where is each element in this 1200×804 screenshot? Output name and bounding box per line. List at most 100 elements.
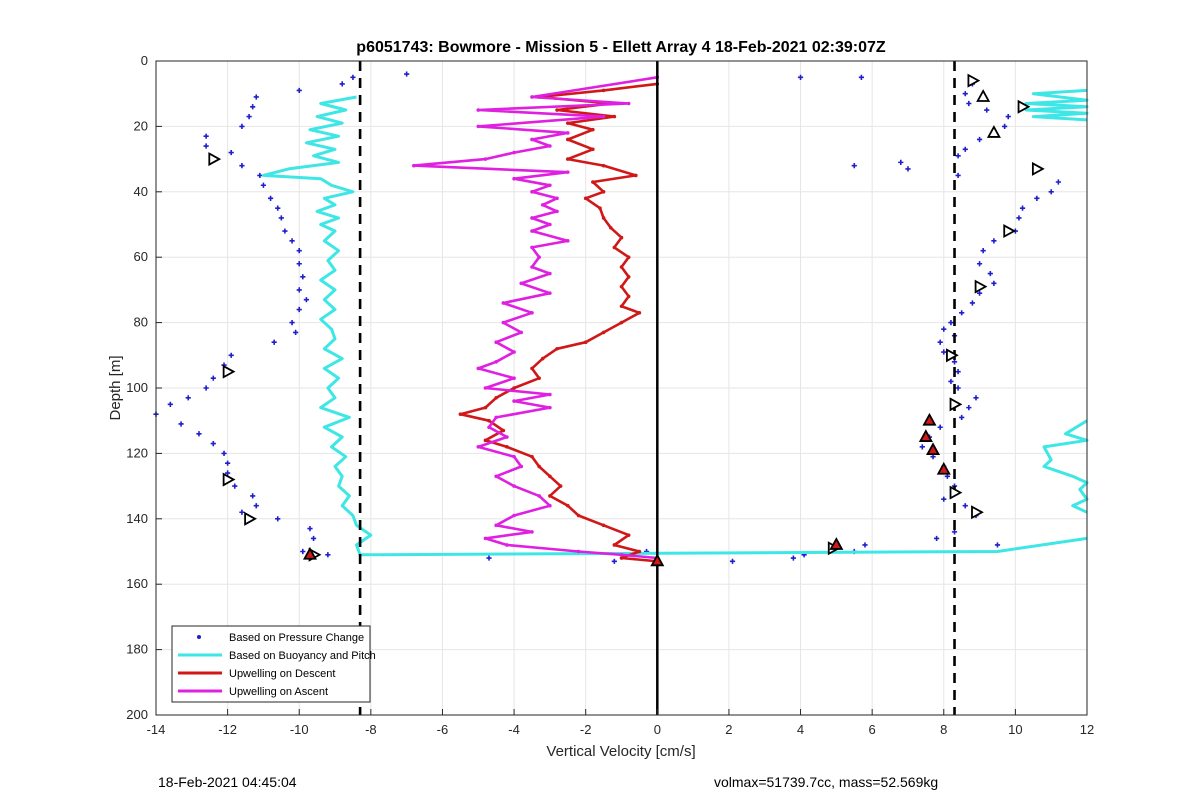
ascent-line-vertex [501, 301, 506, 305]
legend-box [171, 625, 371, 703]
triangle-right-marker [1003, 224, 1017, 239]
pressure-change-point [951, 529, 958, 535]
x-tick-label: 6 [869, 722, 876, 737]
y-tick-label: 160 [126, 576, 148, 591]
pressure-change-point [260, 182, 267, 188]
pressure-change-point [239, 509, 245, 515]
ascent-line-vertex [540, 203, 545, 207]
triangle-up-marker [986, 125, 1001, 138]
pressure-change-point [293, 329, 299, 336]
pressure-change-point [275, 205, 281, 211]
descent-line-vertex [565, 157, 570, 161]
y-tick-label: 20 [134, 118, 148, 133]
legend-entry-label: Based on Buoyancy and Pitch [229, 650, 376, 662]
descent-line-vertex [637, 310, 642, 315]
buoyancy-line [1042, 419, 1089, 514]
pressure-change-point [955, 385, 961, 391]
triangle-up-marker [650, 553, 665, 567]
pressure-change-point [210, 375, 216, 381]
ascent-line-vertex [530, 137, 534, 142]
pressure-change-point [325, 552, 331, 558]
pressure-change-point [303, 297, 309, 303]
x-tick-label: -8 [365, 722, 377, 737]
marker-group [976, 89, 1001, 138]
x-tick-label: -12 [218, 722, 237, 737]
descent-line-vertex [601, 216, 606, 220]
ascent-line-vertex [548, 144, 552, 148]
ascent-line-vertex [530, 310, 534, 315]
ascent-line-vertex [476, 124, 481, 129]
pressure-change-point [350, 74, 356, 80]
descent-line-vertex [501, 428, 506, 433]
ascent-line-vertex [626, 101, 631, 106]
pressure-change-point [296, 248, 302, 254]
ascent-line-vertex [530, 216, 534, 220]
descent-line-vertex [458, 412, 463, 416]
ascent-line-vertex [565, 131, 570, 135]
pressure-change-point [994, 542, 1001, 548]
pressure-change-point [790, 555, 796, 561]
ascent-line-vertex [555, 209, 559, 214]
ascent-line-vertex [530, 190, 534, 194]
x-tick-label: 12 [1080, 722, 1094, 737]
triangle-right-marker [949, 485, 963, 500]
pressure-change-point [282, 228, 288, 234]
pressure-change-point [1034, 195, 1040, 201]
pressure-change-point [257, 172, 263, 179]
ascent-line-vertex [530, 265, 534, 269]
y-axis-label: Depth [m] [107, 355, 124, 420]
pressure-change-point [966, 100, 972, 107]
descent-line-vertex [487, 418, 491, 423]
pressure-change-point [948, 378, 954, 385]
descent-line-vertex [619, 284, 624, 289]
pressure-change-point [203, 385, 209, 391]
pressure-change-point [962, 503, 968, 509]
y-tick-label: 100 [126, 380, 148, 395]
pressure-change-point [178, 421, 184, 427]
y-tick-label: 80 [134, 315, 148, 330]
footer-stats: volmax=51739.7cc, mass=52.569kg [714, 774, 939, 790]
ascent-line-vertex [576, 549, 581, 554]
pressure-change-point [296, 287, 302, 293]
triangle-right-marker [222, 364, 236, 379]
x-tick-label: 2 [725, 722, 732, 737]
descent-line-vertex [512, 386, 516, 390]
ascent-line-vertex [501, 320, 506, 325]
pressure-change-point [991, 238, 997, 244]
ascent-line-vertex [412, 163, 416, 168]
descent-line-vertex [540, 356, 545, 361]
triangle-right-marker [967, 73, 981, 88]
pressure-change-point [611, 558, 617, 564]
pressure-change-point [1055, 179, 1061, 185]
ascent-line-vertex [512, 150, 516, 155]
ascent-line-vertex [519, 281, 524, 286]
pressure-change-point [307, 526, 313, 532]
pressure-change-point [267, 195, 274, 201]
y-tick-label: 120 [126, 445, 148, 460]
pressure-change-point [1016, 215, 1022, 221]
y-tick-label: 180 [126, 642, 148, 657]
descent-line-vertex [626, 255, 631, 259]
pressure-change-point [797, 74, 804, 80]
ascent-line-vertex [548, 291, 552, 295]
ascent-line-vertex [483, 157, 488, 161]
pressure-change-point [1019, 205, 1026, 211]
pressure-change-point [339, 81, 345, 87]
pressure-change-point [948, 320, 954, 326]
ascent-line-vertex [530, 530, 534, 534]
pressure-change-point [984, 107, 990, 113]
pressure-change-point [300, 274, 306, 280]
x-tick-label: 8 [940, 722, 947, 737]
series-0 [153, 71, 1061, 564]
pressure-change-point [976, 136, 983, 143]
series-2 [458, 82, 660, 564]
pressure-change-point [966, 405, 972, 411]
descent-line-vertex [576, 513, 581, 518]
pressure-change-point [976, 261, 983, 267]
descent-line-vertex [483, 438, 488, 443]
descent-line-vertex [619, 265, 624, 269]
pressure-change-point [959, 310, 965, 316]
pressure-change-point [225, 460, 231, 466]
x-tick-label: 4 [797, 722, 804, 737]
descent-line-vertex [558, 484, 563, 488]
